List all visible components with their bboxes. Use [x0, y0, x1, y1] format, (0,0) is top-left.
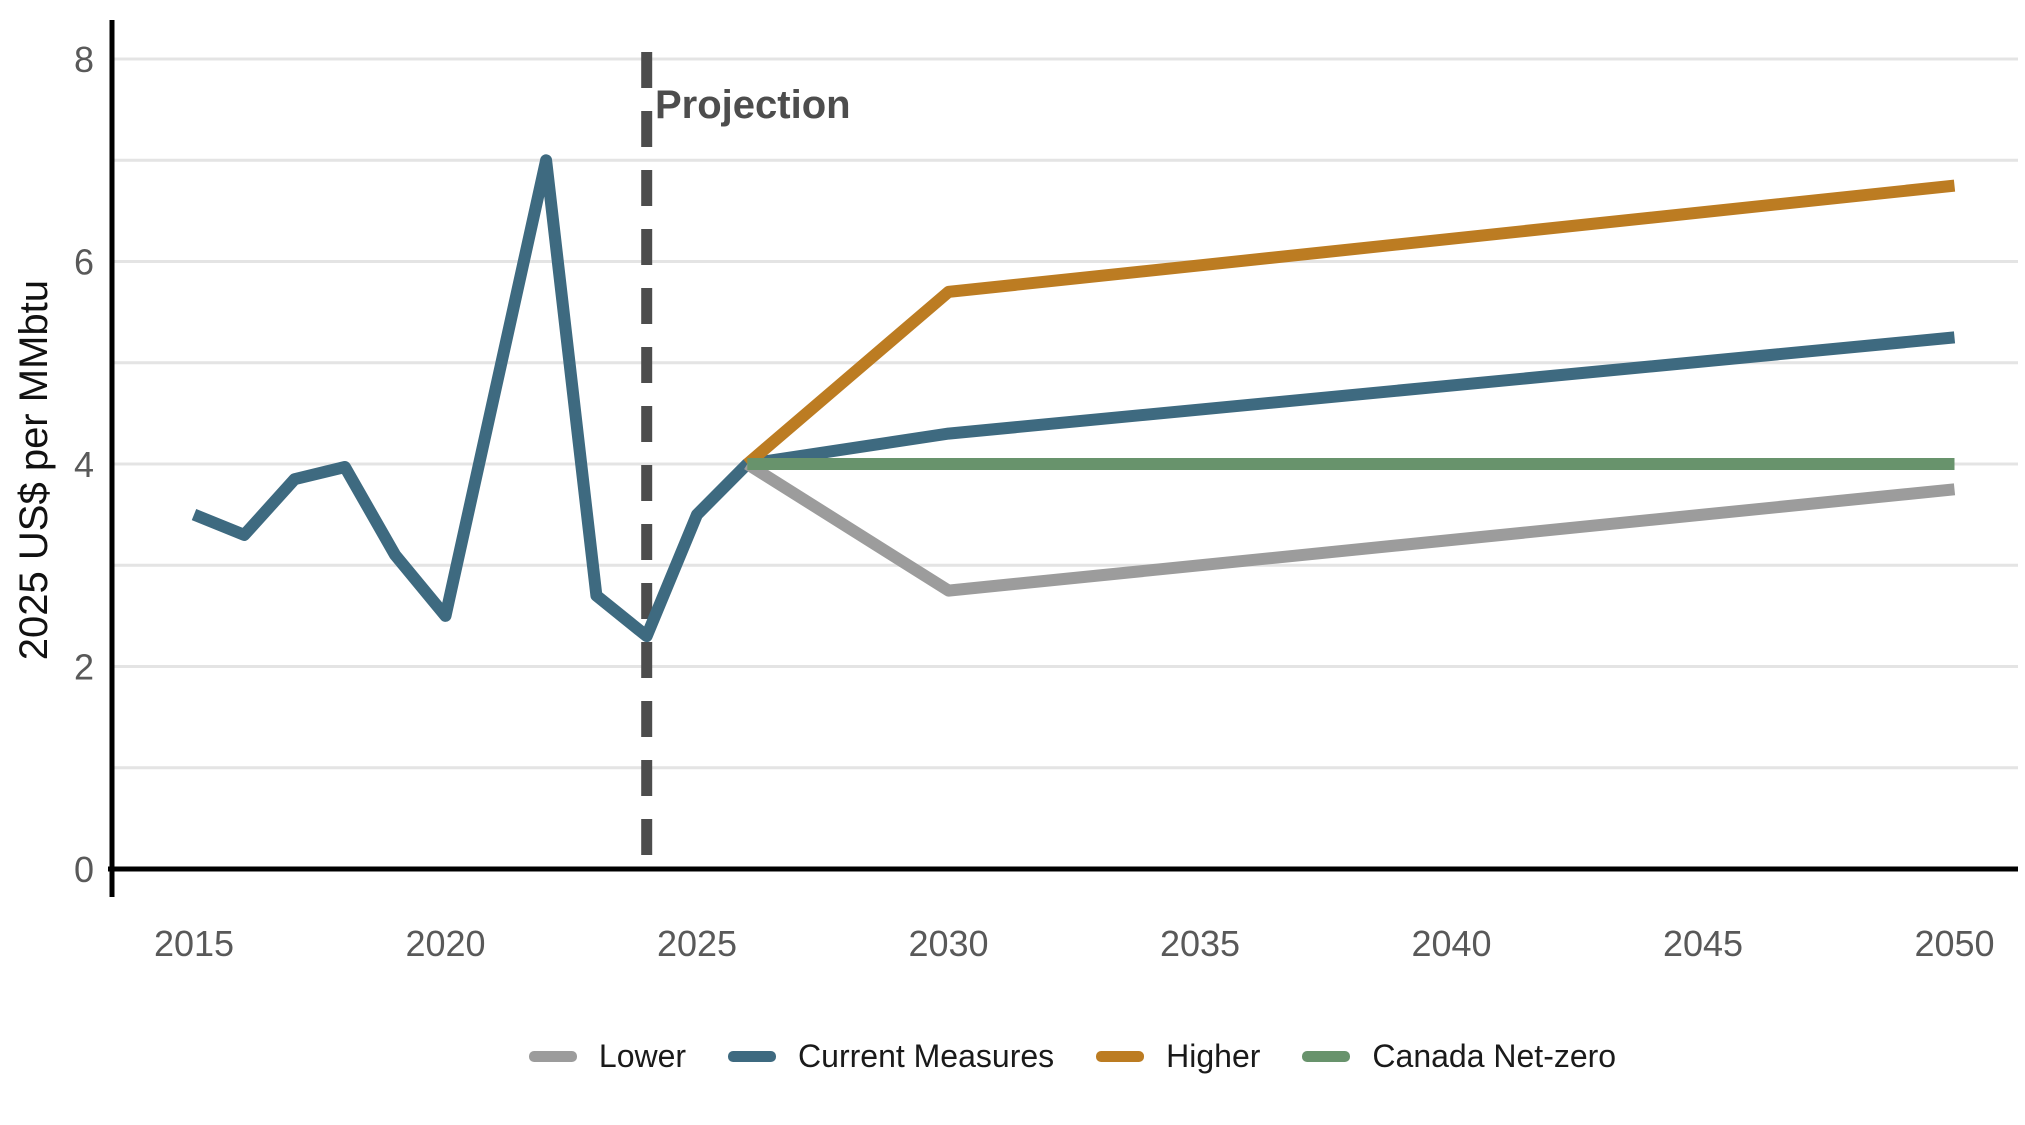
gas-price-chart: 2015 2020 2025 2030 2035 2040 2045 2050 0 2 4 6 8 Pro… — [74, 20, 2018, 964]
legend-label: Higher — [1166, 1038, 1261, 1074]
x-tick-label: 2035 — [1160, 923, 1240, 964]
y-tick-label: 4 — [74, 444, 94, 485]
y-tick-label: 2 — [74, 647, 94, 688]
series-current-measures — [191, 154, 1956, 643]
series-lower — [744, 458, 1956, 597]
x-tick-label: 2020 — [405, 923, 485, 964]
y-tick-label: 0 — [74, 849, 94, 890]
x-tick-label: 2045 — [1663, 923, 1743, 964]
x-tick-label: 2025 — [657, 923, 737, 964]
projection-label: Projection — [655, 83, 851, 127]
legend-item-canada-net-zero: Canada Net-zero — [1302, 1038, 1616, 1075]
legend-label: Canada Net-zero — [1372, 1038, 1617, 1074]
y-tick-label: 6 — [74, 242, 94, 283]
legend-label: Current Measures — [798, 1038, 1055, 1074]
x-tick-label: 2030 — [908, 923, 988, 964]
legend-item-current-measures: Current Measures — [728, 1038, 1054, 1075]
x-tick-label: 2040 — [1411, 923, 1491, 964]
legend-label: Lower — [598, 1038, 687, 1074]
legend: Lower Current Measures Higher Canada Net… — [0, 1038, 2025, 1075]
legend-swatch-higher — [1096, 1051, 1145, 1062]
x-tick-label: 2015 — [154, 923, 234, 964]
x-tick-label: 2050 — [1914, 923, 1994, 964]
y-tick-label: 8 — [74, 39, 94, 80]
series-higher — [743, 179, 1956, 469]
legend-item-lower: Lower — [528, 1038, 687, 1075]
legend-item-higher: Higher — [1096, 1038, 1260, 1075]
legend-swatch-current-measures — [728, 1051, 777, 1062]
legend-swatch-lower — [528, 1051, 577, 1062]
legend-swatch-canada-net-zero — [1302, 1051, 1351, 1062]
